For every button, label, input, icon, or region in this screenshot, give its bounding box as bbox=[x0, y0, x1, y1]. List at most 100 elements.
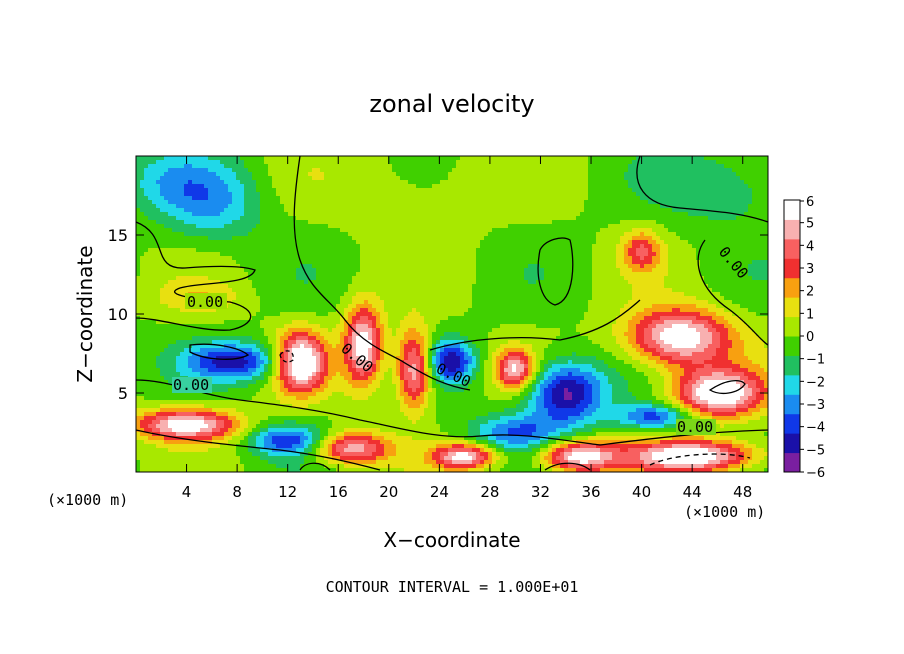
heatmap-cell bbox=[344, 292, 349, 297]
heatmap-cell bbox=[192, 464, 197, 469]
heatmap-cell bbox=[160, 256, 165, 261]
heatmap-cell bbox=[296, 316, 301, 321]
heatmap-cell bbox=[248, 400, 253, 405]
heatmap-cell bbox=[376, 396, 381, 401]
heatmap-cell bbox=[356, 184, 361, 189]
heatmap-cell bbox=[176, 260, 181, 265]
heatmap-cell bbox=[328, 200, 333, 205]
heatmap-cell bbox=[192, 316, 197, 321]
heatmap-cell bbox=[200, 424, 205, 429]
heatmap-cell bbox=[316, 308, 321, 313]
heatmap-cell bbox=[380, 380, 385, 385]
heatmap-cell bbox=[136, 440, 141, 445]
heatmap-cell bbox=[316, 188, 321, 193]
heatmap-cell bbox=[260, 220, 265, 225]
heatmap-cell bbox=[204, 268, 209, 273]
heatmap-cell bbox=[236, 256, 241, 261]
heatmap-cell bbox=[300, 308, 305, 313]
heatmap-cell bbox=[300, 176, 305, 181]
heatmap-cell bbox=[192, 436, 197, 441]
heatmap-cell bbox=[272, 248, 277, 253]
heatmap-cell bbox=[372, 456, 377, 461]
heatmap-cell bbox=[276, 296, 281, 301]
heatmap-cell bbox=[172, 300, 177, 305]
heatmap-cell bbox=[296, 372, 301, 377]
heatmap-cell bbox=[252, 192, 257, 197]
heatmap-cell bbox=[368, 352, 373, 357]
heatmap-cell bbox=[200, 232, 205, 237]
heatmap-cell bbox=[224, 340, 229, 345]
heatmap-cell bbox=[172, 276, 177, 281]
heatmap-cell bbox=[196, 284, 201, 289]
heatmap-cell bbox=[324, 292, 329, 297]
heatmap-cell bbox=[324, 208, 329, 213]
heatmap-cell bbox=[352, 256, 357, 261]
heatmap-cell bbox=[340, 420, 345, 425]
heatmap-cell bbox=[232, 212, 237, 217]
heatmap-cell bbox=[372, 280, 377, 285]
heatmap-cell bbox=[268, 376, 273, 381]
heatmap-cell bbox=[232, 300, 237, 305]
heatmap-cell bbox=[172, 220, 177, 225]
heatmap-cell bbox=[192, 424, 197, 429]
heatmap-cell bbox=[384, 232, 389, 237]
heatmap-cell bbox=[212, 376, 217, 381]
heatmap-cell bbox=[192, 252, 197, 257]
heatmap-cell bbox=[192, 312, 197, 317]
heatmap-cell bbox=[372, 352, 377, 357]
heatmap-cell bbox=[260, 356, 265, 361]
heatmap-cell bbox=[328, 188, 333, 193]
heatmap-cell bbox=[172, 428, 177, 433]
heatmap-cell bbox=[296, 400, 301, 405]
heatmap-cell bbox=[176, 324, 181, 329]
heatmap-cell bbox=[196, 212, 201, 217]
heatmap-cell bbox=[352, 252, 357, 257]
heatmap-cell bbox=[316, 392, 321, 397]
heatmap-cell bbox=[272, 420, 277, 425]
heatmap-cell bbox=[160, 432, 165, 437]
heatmap-cell bbox=[316, 256, 321, 261]
heatmap-cell bbox=[248, 384, 253, 389]
heatmap-cell bbox=[180, 368, 185, 373]
heatmap-cell bbox=[188, 188, 193, 193]
heatmap-cell bbox=[284, 420, 289, 425]
heatmap-cell bbox=[248, 248, 253, 253]
heatmap-cell bbox=[160, 428, 165, 433]
heatmap-cell bbox=[160, 368, 165, 373]
heatmap-cell bbox=[244, 384, 249, 389]
heatmap-cell bbox=[304, 332, 309, 337]
heatmap-cell bbox=[196, 156, 201, 161]
heatmap-cell bbox=[220, 188, 225, 193]
heatmap-cell bbox=[168, 256, 173, 261]
heatmap-cell bbox=[240, 172, 245, 177]
heatmap-cell bbox=[160, 420, 165, 425]
heatmap-cell bbox=[288, 192, 293, 197]
heatmap-cell bbox=[148, 324, 153, 329]
heatmap-cell bbox=[156, 364, 161, 369]
heatmap-cell bbox=[224, 312, 229, 317]
heatmap-cell bbox=[172, 328, 177, 333]
heatmap-cell bbox=[252, 180, 257, 185]
heatmap-cell bbox=[192, 444, 197, 449]
heatmap-cell bbox=[156, 200, 161, 205]
heatmap-cell bbox=[232, 436, 237, 441]
heatmap-cell bbox=[220, 364, 225, 369]
heatmap-cell bbox=[232, 172, 237, 177]
heatmap-cell bbox=[356, 412, 361, 417]
heatmap-cell bbox=[236, 400, 241, 405]
heatmap-cell bbox=[260, 456, 265, 461]
heatmap-cell bbox=[248, 428, 253, 433]
heatmap-cell bbox=[216, 376, 221, 381]
heatmap-cell bbox=[248, 320, 253, 325]
heatmap-cell bbox=[288, 468, 293, 472]
heatmap-cell bbox=[304, 224, 309, 229]
heatmap-cell bbox=[196, 468, 201, 472]
heatmap-cell bbox=[356, 420, 361, 425]
heatmap-cell bbox=[332, 304, 337, 309]
heatmap-cell bbox=[336, 368, 341, 373]
heatmap-cell bbox=[220, 216, 225, 221]
heatmap-cell bbox=[368, 412, 373, 417]
heatmap-cell bbox=[200, 244, 205, 249]
heatmap-cell bbox=[384, 264, 389, 269]
heatmap-cell bbox=[156, 204, 161, 209]
